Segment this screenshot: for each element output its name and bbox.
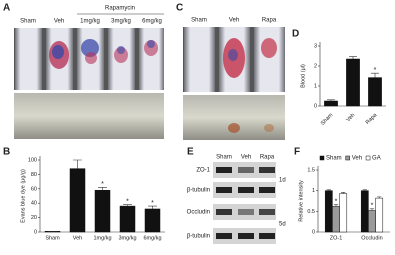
- y-axis-label: Blood (μl): [300, 64, 306, 88]
- y-tick-label: 1: [312, 188, 315, 194]
- bar: [94, 189, 111, 233]
- y-tick-label: 20: [31, 215, 37, 221]
- legend-label: GA: [372, 156, 381, 162]
- column-label: Rapa: [262, 18, 277, 24]
- column-label: Veh: [229, 18, 239, 24]
- error-bar: [333, 204, 339, 207]
- bar: [119, 205, 136, 233]
- column-label: 3mg/kg: [111, 19, 131, 25]
- row-label: ZO-1: [196, 168, 210, 174]
- y-axis-label: Relative intensity: [298, 180, 304, 222]
- error-bar: [369, 208, 375, 211]
- bar: [375, 197, 384, 233]
- column-label: Sham: [20, 19, 36, 25]
- significance: *: [335, 199, 338, 206]
- column-label: Sham: [191, 18, 207, 24]
- bar: [324, 190, 333, 233]
- column-label: 6mg/kg: [142, 19, 162, 25]
- column-label: Veh: [54, 19, 64, 25]
- timepoint: 5d: [279, 222, 286, 228]
- bar: [346, 58, 360, 107]
- y-tick-label: 0: [314, 103, 317, 109]
- significance: *: [126, 198, 129, 205]
- bar: [324, 100, 338, 107]
- row-label: β-tubulin: [187, 234, 210, 240]
- y-tick-label: 0: [34, 229, 37, 235]
- row-label: β-tubulin: [187, 188, 210, 194]
- panel-c-photos: [183, 27, 285, 140]
- legend-swatch: [365, 155, 371, 161]
- x-tick-label: 3mg/kg: [118, 235, 136, 241]
- significance: *: [101, 181, 104, 188]
- x-tick-label: Sham: [45, 235, 60, 241]
- panel-label: E: [187, 147, 194, 158]
- y-tick-label: 40: [31, 201, 37, 207]
- error-bar: [362, 189, 367, 191]
- error-bar: [341, 192, 346, 194]
- y-axis-label: Evans blue dye (μg/g): [20, 169, 26, 223]
- y-tick-label: 1.5: [307, 167, 315, 173]
- column-label: Sham: [216, 155, 232, 161]
- error-bar: [148, 205, 157, 209]
- error-bar: [371, 72, 379, 78]
- y-tick-label: 0.5: [307, 209, 315, 215]
- row-label: Occludin: [187, 210, 210, 216]
- x-tick-label: Rapa: [365, 112, 379, 126]
- significance: *: [374, 67, 377, 74]
- significance: *: [371, 203, 374, 210]
- bar: [69, 168, 86, 233]
- bar: [368, 77, 382, 107]
- x-tick-label: Veh: [73, 235, 82, 241]
- y-tick-label: 60: [31, 186, 37, 192]
- bar: [339, 193, 348, 233]
- legend-swatch: [319, 155, 325, 161]
- error-bar: [123, 204, 132, 207]
- bar: [360, 190, 369, 233]
- significance: *: [151, 200, 154, 207]
- column-label: 1mg/kg: [80, 19, 100, 25]
- panel-label: F: [294, 147, 300, 158]
- timepoint: 1d: [279, 178, 286, 184]
- column-label: Veh: [241, 155, 251, 161]
- error-bar: [377, 196, 382, 199]
- x-tick-label: ZO-1: [330, 235, 343, 241]
- bar: [144, 208, 161, 233]
- x-tick-label: Sham: [320, 112, 335, 127]
- panel-label: D: [292, 29, 299, 40]
- y-tick-label: 2: [314, 63, 317, 69]
- error-bar: [349, 56, 357, 59]
- error-bar: [326, 189, 331, 191]
- x-tick-label: 6mg/kg: [143, 235, 161, 241]
- error-bar: [327, 99, 335, 101]
- blots: [213, 162, 276, 244]
- panel-label: B: [3, 147, 10, 158]
- panel-label: A: [3, 3, 10, 14]
- bar: [332, 206, 340, 233]
- legend-label: Veh: [352, 156, 362, 162]
- y-tick-label: 100: [28, 157, 37, 163]
- y-tick-label: 1: [314, 83, 317, 89]
- x-tick-label: Occludin: [361, 235, 382, 241]
- bar: [368, 210, 376, 233]
- y-tick-label: 80: [31, 172, 37, 178]
- legend-label: Sham: [326, 156, 342, 162]
- panel-a-photos: [14, 28, 164, 139]
- error-bar: [73, 159, 82, 169]
- column-label: Rapa: [260, 155, 275, 161]
- group-label: Rapamycin: [105, 6, 135, 12]
- y-tick-label: 3: [314, 43, 317, 49]
- legend-swatch: [345, 155, 350, 161]
- panel-label: C: [176, 3, 183, 14]
- error-bar: [98, 187, 107, 191]
- x-tick-label: Veh: [345, 112, 356, 123]
- x-tick-label: 1mg/kg: [93, 235, 111, 241]
- y-tick-label: 0: [312, 229, 315, 235]
